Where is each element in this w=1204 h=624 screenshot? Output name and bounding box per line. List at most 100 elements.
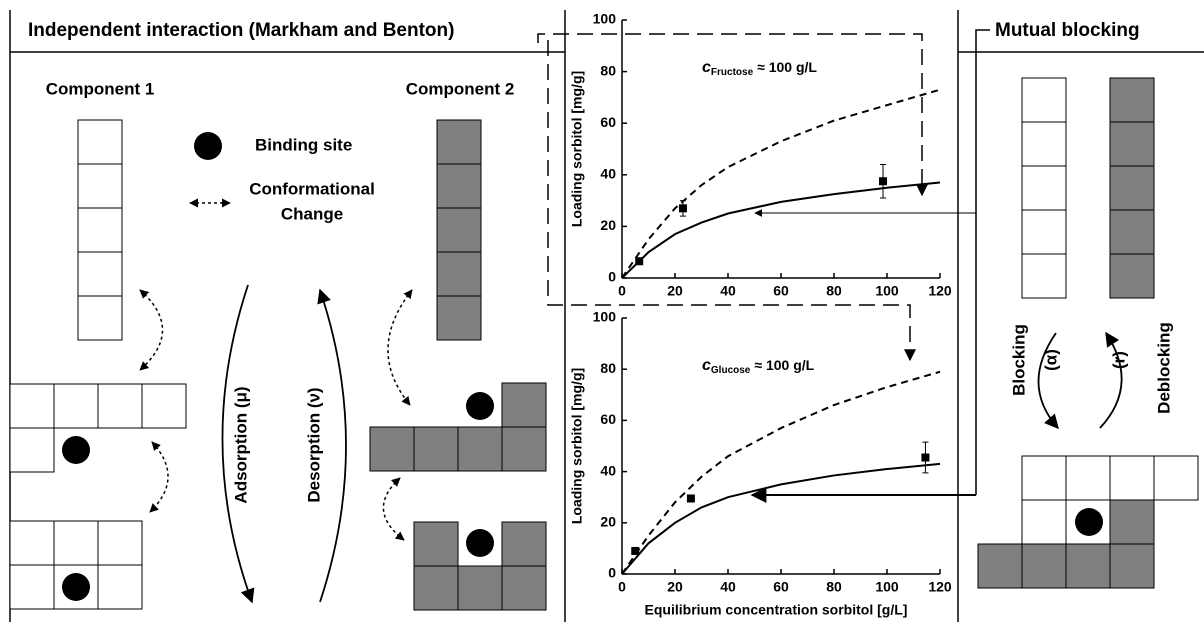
component-1: Component 1 (46, 79, 155, 98)
annotation-text: ≈ 100 g/L (754, 357, 814, 373)
desorption-label: Desorption (ν) (304, 387, 323, 502)
arrow (139, 289, 164, 371)
cell (457, 565, 503, 611)
solid-line (621, 181, 941, 279)
arrow (1099, 331, 1123, 429)
cell (1153, 455, 1199, 501)
binding-site (1075, 508, 1103, 536)
cell (1109, 209, 1155, 255)
cell (53, 383, 99, 429)
conformational-label: Conformational (249, 179, 375, 198)
x-tick-label: 100 (875, 579, 899, 595)
annotation-subscript: Fructose (711, 67, 754, 78)
data-point (678, 204, 687, 213)
cell (97, 564, 143, 610)
cell (77, 251, 123, 297)
cell (436, 207, 482, 253)
cell (1021, 121, 1067, 167)
y-axis-label: Loading sorbitol [mg/g] (569, 368, 585, 524)
cell (501, 426, 547, 472)
cell (501, 521, 547, 567)
y-tick-label: 0 (608, 565, 616, 581)
dashed-line (621, 370, 941, 575)
cell (1109, 455, 1155, 501)
data-point (686, 494, 695, 503)
cell (9, 520, 55, 566)
cell (413, 426, 459, 472)
cell (1109, 543, 1155, 589)
cell (1109, 165, 1155, 211)
arrow (149, 441, 169, 513)
y-tick-label: 80 (600, 62, 616, 78)
y-axis-label: Loading sorbitol [mg/g] (569, 71, 585, 227)
cell (9, 564, 55, 610)
cell (977, 543, 1023, 589)
cell (53, 520, 99, 566)
x-tick-label: 40 (720, 579, 736, 595)
cell (1021, 455, 1067, 501)
cell (77, 119, 123, 165)
callouts (537, 29, 990, 503)
arrow (221, 284, 255, 604)
cell (1065, 543, 1111, 589)
arrow (382, 477, 405, 541)
annotation: cFructose ≈ 100 g/L (702, 59, 817, 78)
y-tick-label: 20 (600, 514, 616, 530)
deblocking-label: Deblocking (1154, 322, 1173, 414)
x-tick-label: 60 (773, 579, 789, 595)
x-tick-label: 20 (667, 579, 683, 595)
solid-line (621, 462, 941, 575)
alpha-label: (α) (1041, 349, 1060, 371)
cell (97, 383, 143, 429)
adsorption-label: Adsorption (μ) (231, 386, 250, 503)
binding-site-label: Binding site (255, 135, 352, 154)
right-title: Mutual blocking (995, 20, 1140, 41)
cell (1021, 209, 1067, 255)
y-tick-label: 40 (600, 462, 616, 478)
data-point (921, 453, 930, 462)
cell (1021, 77, 1067, 123)
cell (1109, 121, 1155, 167)
x-tick-label: 60 (773, 283, 789, 299)
cell (501, 565, 547, 611)
conformational-label: Change (281, 204, 343, 223)
x-tick-label: 40 (720, 283, 736, 299)
frames (9, 10, 1204, 622)
arrow (1037, 332, 1059, 430)
cell (436, 295, 482, 341)
cell (413, 521, 459, 567)
cell (9, 427, 55, 473)
annotation-text: ≈ 100 g/L (757, 59, 817, 75)
annotation-subscript: Glucose (711, 365, 751, 376)
data-point (635, 257, 644, 266)
x-tick-label: 0 (618, 283, 626, 299)
y-tick-label: 100 (593, 309, 617, 325)
x-tick-label: 80 (826, 579, 842, 595)
y-tick-label: 100 (593, 11, 617, 27)
x-tick-label: 120 (928, 283, 952, 299)
x-axis-label: Equilibrium concentration sorbitol [g/L] (645, 602, 908, 618)
annotation-symbol: c (702, 357, 711, 374)
y-tick-label: 40 (600, 166, 616, 182)
cell (436, 119, 482, 165)
cell (97, 520, 143, 566)
cell (9, 383, 55, 429)
data-point (879, 177, 888, 186)
arrow (317, 288, 347, 603)
binding-site (62, 573, 90, 601)
schematic (9, 77, 1199, 611)
binding-site (466, 529, 494, 557)
cell (413, 565, 459, 611)
y-tick-label: 0 (608, 269, 616, 285)
cell (77, 207, 123, 253)
y-tick-label: 60 (600, 114, 616, 130)
y-tick-label: 60 (600, 411, 616, 427)
cell (369, 426, 415, 472)
x-tick-label: 80 (826, 283, 842, 299)
cell (1109, 253, 1155, 299)
blocking-label: Blocking (1009, 324, 1028, 396)
annotation-symbol: c (702, 59, 711, 76)
cell (1021, 499, 1067, 545)
